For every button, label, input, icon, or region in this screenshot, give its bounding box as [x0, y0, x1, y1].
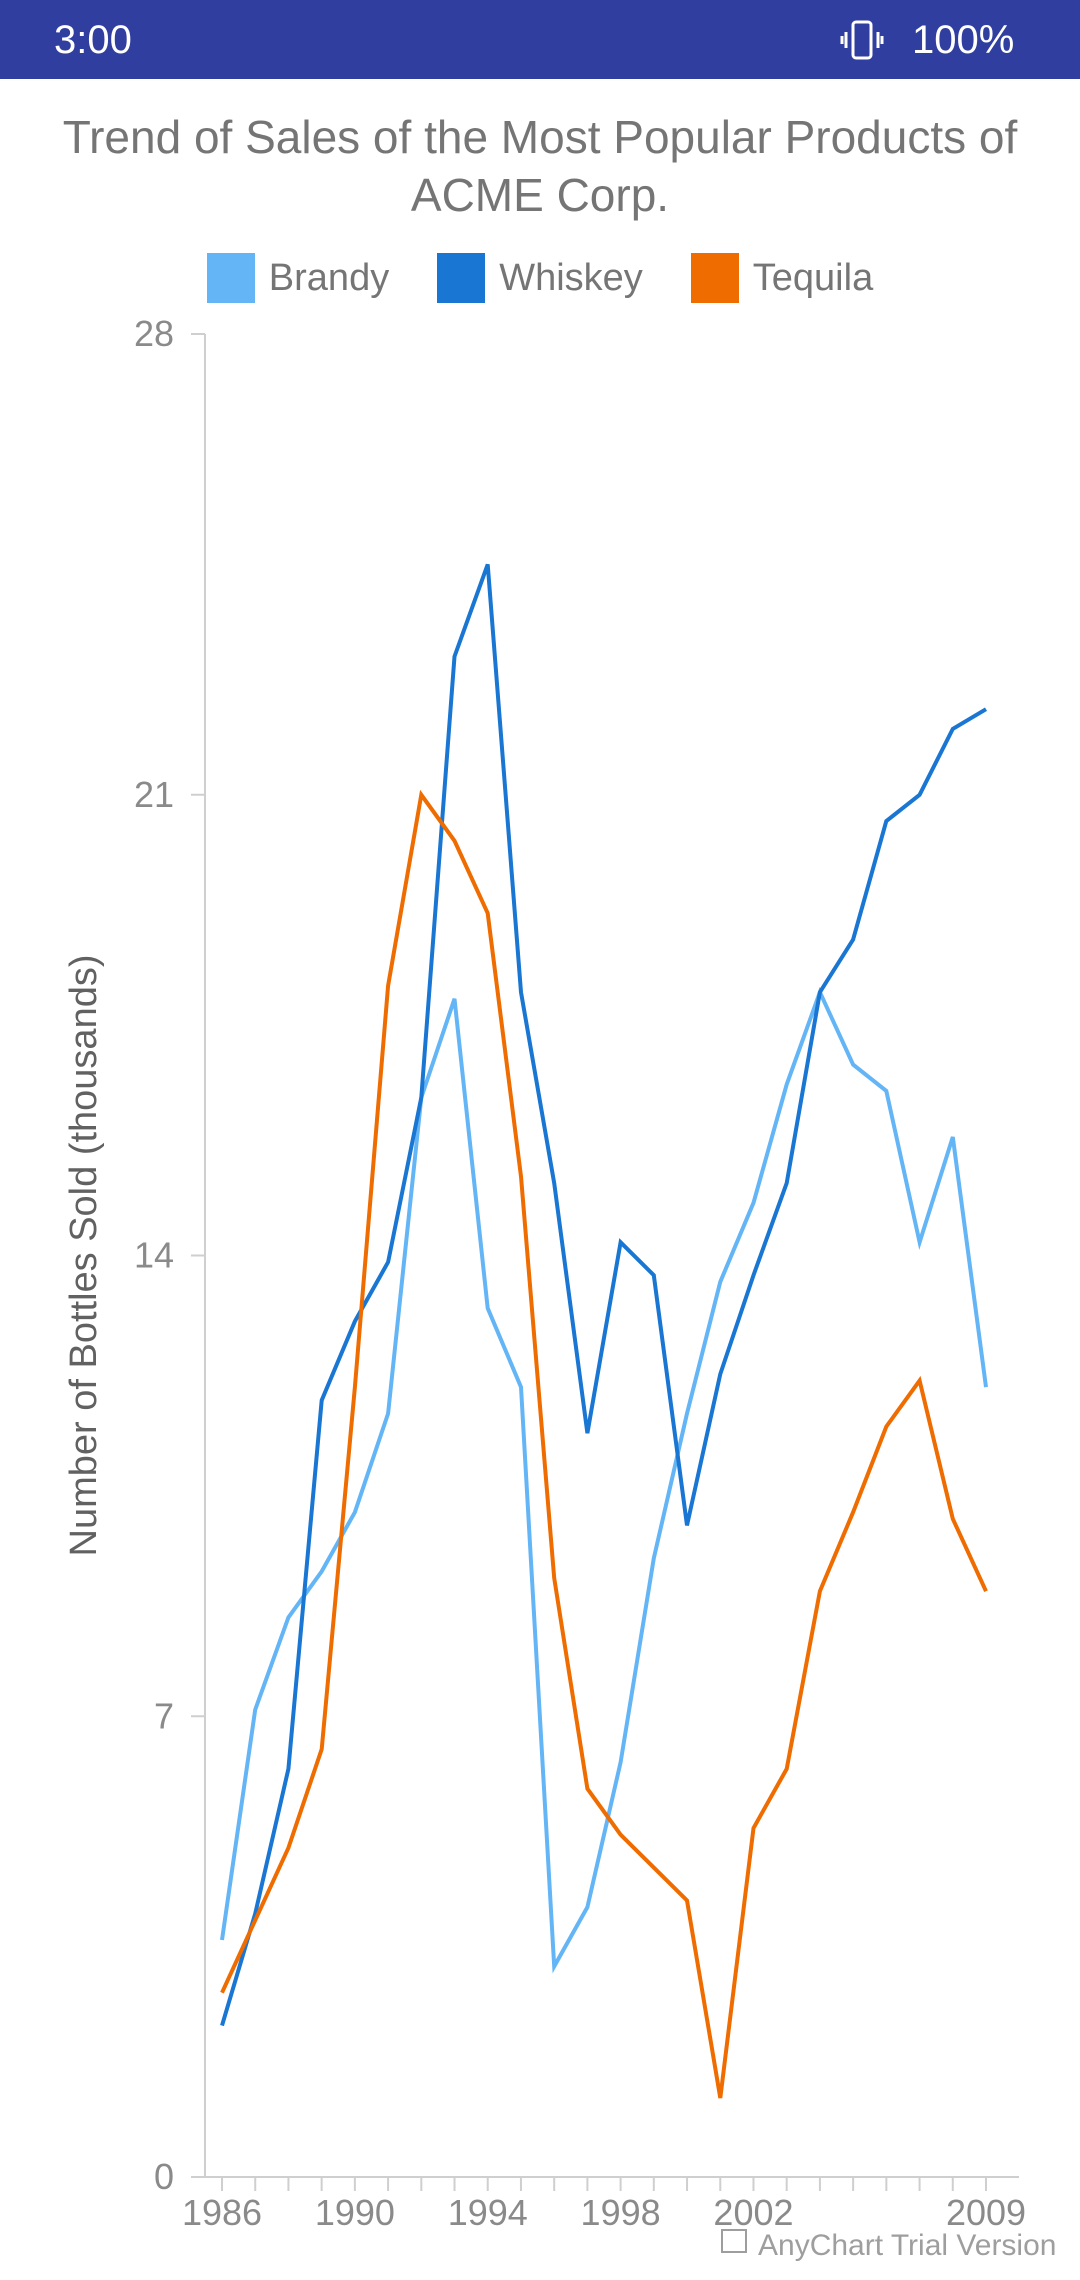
- y-tick-label: 28: [134, 313, 174, 354]
- x-tick-label: 2009: [946, 2192, 1026, 2233]
- series-line-whiskey: [220, 563, 988, 2027]
- chart-logo-icon: [721, 2229, 747, 2253]
- status-bar: 3:00 100%: [0, 0, 1080, 79]
- y-tick-label: 0: [154, 2156, 174, 2197]
- x-tick-label: 1998: [581, 2192, 661, 2233]
- y-axis-title: Number of Bottles Sold (thousands): [63, 955, 105, 1557]
- legend-swatch: [690, 253, 739, 303]
- legend-item-whiskey[interactable]: Whiskey: [437, 253, 643, 303]
- legend-item-tequila[interactable]: Tequila: [690, 253, 874, 303]
- status-time: 3:00: [54, 18, 132, 62]
- x-tick-label: 1994: [448, 2192, 528, 2233]
- chart-title: Trend of Sales of the Most Popular Produ…: [62, 111, 1018, 221]
- watermark-text: AnyChart Trial Version: [758, 2229, 1056, 2262]
- series-line-tequila: [220, 789, 988, 2099]
- legend-item-brandy[interactable]: Brandy: [206, 253, 390, 303]
- battery-percentage: 100%: [912, 18, 1015, 62]
- y-tick-label: 21: [134, 774, 174, 815]
- legend-label: Tequila: [752, 257, 874, 299]
- y-tick-label: 14: [134, 1235, 174, 1276]
- y-tick-label: 7: [154, 1695, 174, 1736]
- legend-swatch: [206, 253, 255, 303]
- chart-legend: Brandy Whiskey Tequila: [0, 252, 1080, 304]
- legend-label: Brandy: [268, 257, 390, 299]
- x-tick-label: 1990: [315, 2192, 395, 2233]
- legend-label: Whiskey: [499, 257, 643, 299]
- x-tick-label: 1986: [182, 2192, 262, 2233]
- vibrate-icon: [840, 20, 884, 60]
- x-tick-label: 2002: [713, 2192, 793, 2233]
- legend-swatch: [437, 253, 486, 303]
- series-line-brandy: [220, 986, 988, 1974]
